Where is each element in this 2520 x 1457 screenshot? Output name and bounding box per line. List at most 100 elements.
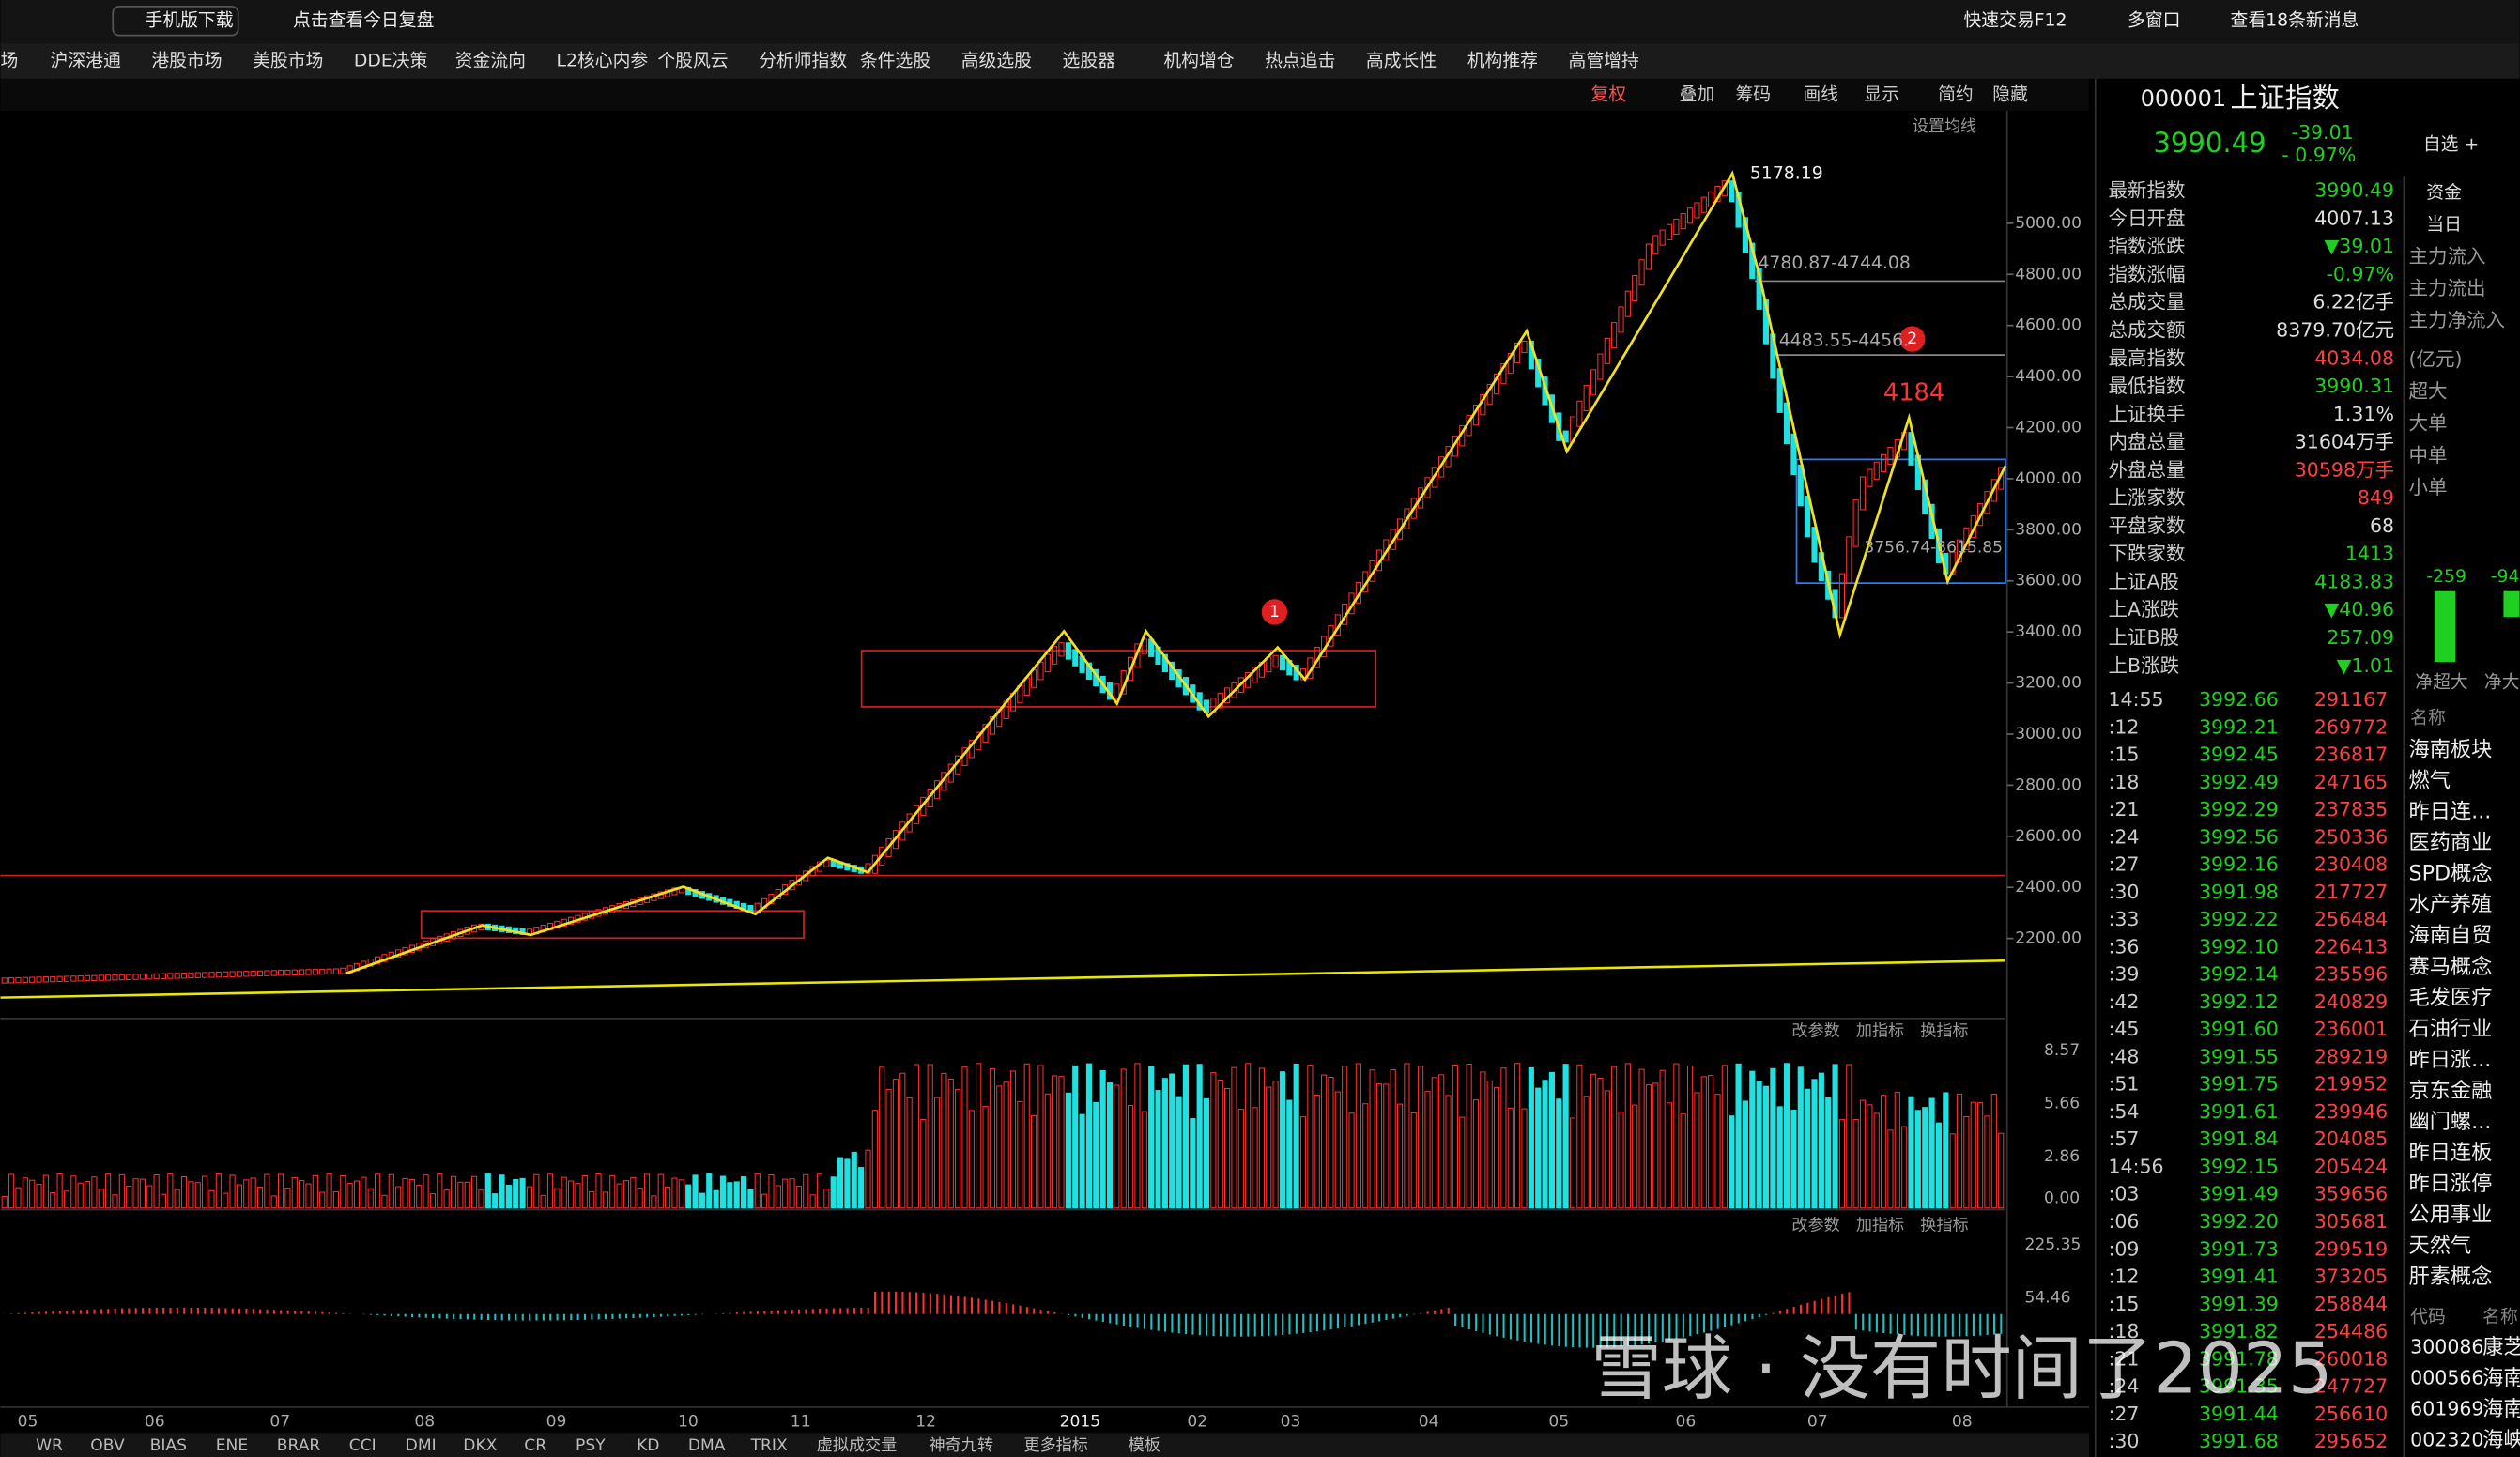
volume-bar [892,1079,899,1209]
menu-item[interactable]: 机构推荐 [1467,51,1538,71]
menu-item[interactable]: 条件选股 [860,51,930,71]
tab[interactable]: BIAS [150,1436,187,1455]
tab[interactable]: 神奇九转 [930,1436,993,1455]
sector[interactable]: 水产养殖 [2408,893,2492,917]
tool-button[interactable]: 复权 [1590,84,1626,104]
volume-bar [1852,1119,1859,1209]
menu-item[interactable]: 高管增持 [1569,51,1639,71]
menu-item[interactable]: 高级选股 [961,51,1032,71]
tool-button[interactable]: 显示 [1864,84,1899,104]
sector[interactable]: 幽门螺... [2408,1110,2491,1134]
menu-item[interactable]: 港股市场 [151,51,222,71]
tool-button[interactable]: 隐藏 [1992,84,2028,104]
tab[interactable]: BRAR [277,1436,321,1455]
menu-item[interactable]: L2核心内参 [557,51,649,71]
tab[interactable]: DMI [406,1436,437,1455]
button[interactable]: 查看18条新消息 [2231,10,2359,31]
menu-item[interactable]: 分析师指数 [759,51,847,71]
menu-item[interactable]: 场 [0,51,18,71]
x-tick-label: 06 [1676,1412,1697,1431]
tab[interactable]: CCI [349,1436,376,1455]
tool-button[interactable]: 画线 [1803,84,1838,104]
menu-item[interactable]: 个股风云 [657,51,728,71]
sector[interactable]: 海南自贸 [2408,924,2492,948]
sector[interactable]: SPD概念 [2408,862,2492,886]
panel-button[interactable]: 换指标 [1920,1217,1968,1235]
sector[interactable]: 昨日连板 [2408,1141,2492,1165]
button[interactable]: 快速交易F12 [1963,10,2067,31]
panel-button[interactable]: 加指标 [1856,1217,1904,1235]
menu-item[interactable]: 美股市场 [253,51,323,71]
menu-item[interactable]: 高成长性 [1366,51,1437,71]
tool-button[interactable]: 简约 [1938,84,1974,104]
panel-button[interactable]: 加指标 [1856,1022,1904,1041]
volume-bar [118,1173,125,1209]
tab[interactable]: OBV [90,1436,125,1455]
sector[interactable]: 京东金融 [2408,1079,2492,1103]
tab[interactable]: TRIX [750,1436,788,1455]
sector[interactable]: 赛马概念 [2408,955,2492,979]
sector[interactable]: 石油行业 [2408,1017,2492,1041]
macd-bar [1143,1313,1145,1329]
sector[interactable]: 海南板块 [2408,738,2492,762]
volume-bar [1562,1064,1569,1209]
panel-button[interactable]: 换指标 [1920,1022,1968,1041]
menu-item[interactable]: 热点追击 [1265,51,1335,71]
tool-button[interactable]: 叠加 [1680,84,1715,104]
candle [256,970,264,977]
tab[interactable]: KD [637,1436,659,1455]
x-tick-label: 05 [18,1412,38,1431]
tab[interactable]: 更多指标 [1023,1436,1087,1455]
volume-bar [1314,1094,1320,1209]
volume-bar [1486,1080,1493,1209]
volume-bar [1659,1069,1666,1209]
sector[interactable]: 肝素概念 [2408,1265,2492,1289]
button[interactable]: 手机版下载 [145,10,233,31]
macd-bar [1592,1313,1595,1348]
tab[interactable]: DMA [688,1436,726,1455]
panel-button[interactable]: 改参数 [1791,1217,1839,1235]
macd-bar [45,1311,48,1314]
menu-item[interactable]: 资金流向 [455,51,526,71]
tab[interactable]: 当日 [2426,214,2462,235]
tab[interactable]: PSY [576,1436,606,1455]
candle [208,972,215,978]
button[interactable]: 多窗口 [2128,10,2180,31]
tool-button[interactable]: 筹码 [1735,84,1771,104]
sector[interactable]: 昨日连... [2408,800,2491,824]
tab[interactable]: DKX [463,1436,497,1455]
setting[interactable]: 设置均线 [1913,117,1976,136]
button-frame [112,5,239,37]
trade-time: :18 [2108,1320,2139,1342]
candle [1652,235,1659,254]
volume-bar [719,1175,727,1209]
menu-item[interactable]: 沪深港通 [51,51,121,71]
panel-button[interactable]: 改参数 [1791,1022,1839,1041]
volume-bar [471,1175,478,1209]
tab[interactable]: 虚拟成交量 [817,1436,898,1455]
sector[interactable]: 医药商业 [2408,831,2492,855]
tab[interactable]: WR [36,1436,63,1455]
macd-bar [1848,1292,1851,1314]
tab[interactable]: CR [524,1436,546,1455]
stat-value: 4183.83 [2314,570,2394,592]
button[interactable]: 点击查看今日复盘 [293,10,435,31]
sector[interactable]: 燃气 [2408,769,2450,793]
sector[interactable]: 昨日涨停 [2408,1172,2492,1196]
menu-item[interactable]: DDE决策 [354,51,428,71]
tab[interactable]: 模板 [1129,1436,1160,1455]
macd-bar [369,1313,372,1315]
column-header: 名称 [2482,1307,2518,1327]
button[interactable]: 自选 + [2423,134,2479,155]
menu-item[interactable]: 选股器 [1063,51,1116,71]
macd-bar [459,1313,462,1320]
volume-bar [1714,1094,1721,1209]
sector[interactable]: 昨日涨... [2408,1048,2491,1072]
menu-item[interactable]: 机构增仓 [1163,51,1234,71]
volume-bar [1632,1104,1638,1209]
sector[interactable]: 天然气 [2408,1234,2471,1258]
tab[interactable]: ENE [216,1436,248,1455]
tab[interactable]: 资金 [2426,182,2462,203]
sector[interactable]: 公用事业 [2408,1203,2492,1227]
sector[interactable]: 毛发医疗 [2408,986,2492,1010]
